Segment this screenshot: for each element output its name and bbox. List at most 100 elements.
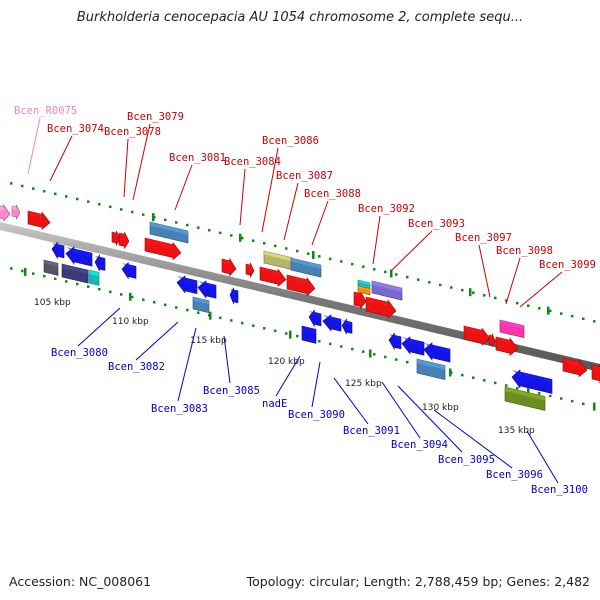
lower-guide-mark [24, 267, 27, 276]
feature-small-3 [341, 318, 353, 335]
gene-label-bcen_3088: Bcen_3088 [304, 188, 361, 200]
gene-label-bcen_3096: Bcen_3096 [486, 469, 543, 481]
scale-ticks: 105 kbp 110 kbp 115 kbp 120 kbp 125 kbp 130 k… [34, 298, 535, 436]
gene-features [0, 203, 600, 411]
topology-text: Topology: circular; Length: 2,788,459 bp… [246, 574, 590, 589]
gene-label-bcen_3090: Bcen_3090 [288, 409, 345, 421]
feature-bcen-3093-b [371, 280, 403, 301]
gene-label-bcen_3074: Bcen_3074 [47, 123, 104, 135]
feature-navy [61, 263, 89, 284]
feature-orange [357, 285, 371, 296]
upper-guide-mark [152, 213, 155, 222]
upper-guide-mark [469, 288, 472, 297]
feature-rna-small [11, 204, 21, 221]
upper-guide-mark [547, 306, 550, 315]
gene-label-bcen_3080: Bcen_3080 [51, 347, 108, 359]
feature-bcen-3083-b [197, 280, 217, 299]
gene-label-bcen_3087: Bcen_3087 [276, 170, 333, 182]
feature-bcen-3085 [229, 287, 239, 304]
gene-label-bcen_3093: Bcen_3093 [408, 218, 465, 230]
feature-bcen-3090 [322, 314, 342, 332]
gene-label-bcen_3082: Bcen_3082 [108, 361, 165, 373]
feature-small [245, 262, 255, 279]
feature-bcen-3095 [423, 342, 451, 363]
feature-bcen-3096 [511, 369, 553, 394]
feature-bcen-3081 [144, 237, 182, 261]
scale-tick-label: 130 kbp [422, 403, 459, 413]
feature-bcen-3080-b [94, 254, 106, 272]
gene-label-bcen_3098: Bcen_3098 [496, 245, 553, 257]
feature-bcen-3094 [401, 336, 425, 356]
feature-bcen-3083-c [192, 296, 210, 314]
feature-bcen-3080-a [51, 241, 65, 260]
gene-label-bcen_3086: Bcen_3086 [262, 135, 319, 147]
gene-label-bcen_3078: Bcen_3078 [104, 126, 161, 138]
feature-rna-bcen-r0075 [0, 203, 11, 222]
gene-label-bcen_3091: Bcen_3091 [343, 425, 400, 437]
feature-bcen-3087 [263, 250, 293, 271]
feature-grey [43, 259, 59, 276]
scale-tick-label: 125 kbp [345, 379, 382, 389]
feature-bcen-3095-b [416, 358, 446, 381]
feature-edge [591, 363, 600, 384]
scale-tick-label: 110 kbp [112, 317, 149, 327]
lower-guide-mark [209, 311, 212, 320]
feature-bcen-3097 [463, 325, 491, 346]
gene-label-nade: nadE [262, 398, 287, 410]
feature-bcen-3086 [259, 266, 287, 287]
chromosome-backbone [0, 222, 600, 372]
gene-label-bcen_3099: Bcen_3099 [539, 259, 596, 271]
accession-text: Accession: NC_008061 [9, 574, 152, 589]
gene-label-bcen_3079: Bcen_3079 [127, 111, 184, 123]
lower-guide-mark [289, 330, 292, 339]
upper-dotted-guide [10, 182, 596, 323]
gene-label-bcen_3100: Bcen_3100 [531, 484, 588, 496]
gene-label-bcen_3094: Bcen_3094 [391, 439, 448, 451]
upper-guide-mark [239, 233, 242, 242]
gene-label-bcen_r0075: Bcen_R0075 [14, 105, 77, 117]
feature-small-2 [488, 333, 496, 347]
gene-label-bcen_3092: Bcen_3092 [358, 203, 415, 215]
feature-bcen-3090-b [301, 325, 317, 344]
lower-guide-mark [593, 402, 596, 411]
gene-label-bcen_3083: Bcen_3083 [151, 403, 208, 415]
feature-bcen-3082 [121, 261, 137, 280]
gene-label-bcen_3095: Bcen_3095 [438, 454, 495, 466]
scale-tick-label: 115 kbp [190, 336, 227, 346]
feature-bcen-3088 [290, 257, 322, 278]
map-title: Burkholderia cenocepacia AU 1054 chromos… [76, 10, 524, 25]
feature-bcen-3100 [504, 386, 546, 411]
gene-labels: Bcen_R0075 Bcen_3074 Bcen_3078 Bcen_3079 Bce… [14, 105, 596, 496]
feature-bcen-3092 [353, 291, 367, 310]
lower-guide-mark [449, 368, 452, 377]
lower-guide-mark [527, 386, 530, 395]
feature-bcen-3081-b [149, 221, 189, 244]
feature-bcen-3079 [118, 232, 130, 250]
label-leader-lines [27, 117, 563, 484]
feature-bcen-3084 [221, 257, 237, 277]
upper-guide-mark [312, 251, 315, 260]
feature-bcen-3074 [27, 210, 51, 230]
feature-bcen-3078 [111, 230, 121, 247]
feature-bcen-3099 [562, 357, 588, 378]
gene-label-bcen_3085: Bcen_3085 [203, 385, 260, 397]
gene-label-bcen_3097: Bcen_3097 [455, 232, 512, 244]
scale-tick-label: 105 kbp [34, 298, 71, 308]
feature-bcen-3083 [176, 275, 198, 295]
scale-tick-label: 120 kbp [268, 357, 305, 367]
lower-guide-mark [129, 292, 132, 301]
scale-tick-label: 135 kbp [498, 426, 535, 436]
feature-teal [88, 269, 100, 286]
feature-bcen-3087-b [286, 274, 316, 297]
feature-bcen-3098 [495, 336, 519, 356]
dotted-guides [10, 182, 596, 411]
feature-bcen-3091 [388, 332, 402, 351]
gene-label-bcen_3081: Bcen_3081 [169, 152, 226, 164]
feature-nade [308, 309, 322, 328]
feature-bcen-3080 [65, 246, 93, 267]
gene-label-bcen_3084: Bcen_3084 [224, 156, 281, 168]
feature-bcen-3093 [365, 296, 397, 319]
lower-guide-mark [369, 349, 372, 358]
feature-bcen-3098-b [499, 319, 525, 339]
